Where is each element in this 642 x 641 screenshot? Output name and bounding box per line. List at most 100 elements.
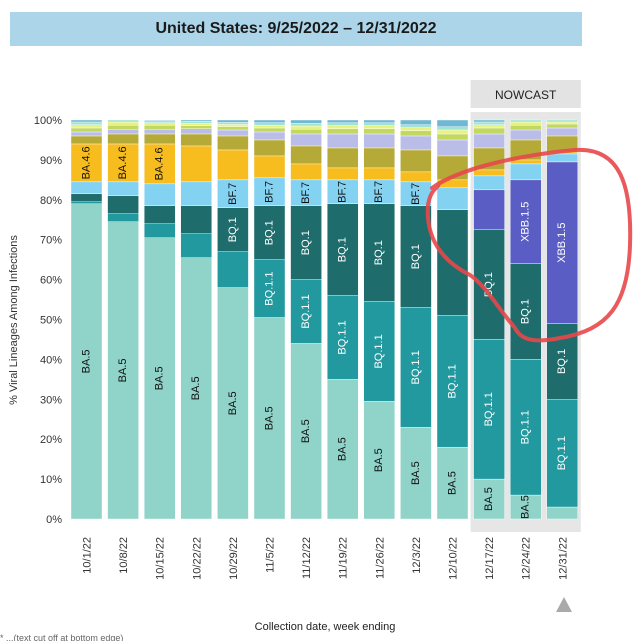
bar-segment (327, 147, 359, 169)
bar-segment (107, 143, 139, 183)
bar-labels: BA.5 BA.4.6 BA.5 BA.4.6 BA.5 BA.4.6 BA.5 BA.5 BQ… (80, 146, 568, 519)
bar-label: BA.5 (227, 391, 239, 415)
bar-label: BA.5 (154, 366, 166, 390)
x-tick-label: 11/12/22 (301, 537, 313, 579)
bar-label: BA.5 (446, 471, 458, 495)
bar-segment (327, 203, 359, 296)
bar-segment (510, 119, 542, 123)
bar-segment (180, 233, 213, 258)
x-tick-label: 10/22/22 (191, 537, 203, 580)
bar-segment (473, 127, 505, 135)
bar-segment (180, 257, 213, 520)
bar-label: BF.7 (263, 181, 275, 203)
bar-label: BQ.1 (337, 237, 349, 262)
bar-segment (436, 446, 469, 520)
bar-segment (143, 237, 176, 520)
bar-segment (363, 133, 395, 149)
annotations: NOWCAST (425, 88, 633, 612)
x-tick-label: 12/3/22 (411, 537, 423, 574)
bar-label: BF.7 (300, 182, 312, 204)
bar-label: BQ.1.1 (483, 392, 495, 426)
bar-segment (327, 295, 359, 380)
bar-segment (107, 121, 139, 126)
x-tick-label: 12/17/22 (484, 537, 496, 580)
bar-segment (290, 125, 322, 130)
y-tick-label: 90% (40, 155, 62, 167)
bar-segment (253, 205, 286, 260)
chart-title: United States: 9/25/2022 – 12/31/2022 (155, 20, 437, 37)
bar-segment (290, 133, 322, 147)
bar-segment (180, 145, 213, 183)
bar-segment (143, 128, 176, 135)
x-tick-label: 11/26/22 (374, 537, 386, 579)
bar-segment (327, 122, 359, 126)
bar-segment (546, 506, 578, 520)
bar-segment (143, 120, 176, 123)
bar-segment (180, 133, 213, 147)
bar-label: BA.5 (520, 495, 532, 519)
bar-segment (400, 135, 432, 151)
x-tick-label: 11/5/22 (265, 537, 277, 573)
bar-segment (546, 161, 578, 324)
bar-segment (107, 133, 139, 145)
bar-segment (546, 127, 578, 137)
bar-label: BA.5 (300, 419, 312, 443)
bar-segment (290, 163, 322, 181)
bar-label: BF.7 (410, 183, 422, 205)
bar-label: BQ.1 (410, 244, 422, 269)
bar-segment (290, 145, 322, 165)
bar-segment (143, 183, 176, 206)
bar-segment (363, 401, 395, 520)
bar-segment (400, 427, 432, 520)
bar-label: BA.5 (117, 358, 129, 382)
bar-segment (436, 139, 469, 157)
bar-segment (70, 181, 103, 195)
bar-label: BA.5 (190, 376, 202, 400)
x-tick-label: 10/8/22 (118, 537, 130, 574)
bar-label: BQ.1 (520, 299, 532, 324)
bar-segment (327, 119, 359, 123)
bars (70, 119, 578, 520)
bar-label: BQ.1 (263, 220, 275, 245)
bar-segment (327, 125, 359, 129)
bar-segment (363, 128, 395, 135)
bar-segment (327, 379, 359, 520)
bar-label: XBB.1.5 (556, 223, 568, 263)
bar-segment (473, 124, 505, 129)
x-tick-label: 10/1/22 (82, 537, 94, 574)
bar-segment (70, 143, 103, 183)
bar-segment (253, 127, 286, 133)
chart-title-bar: United States: 9/25/2022 – 12/31/2022 (10, 12, 582, 46)
bar-segment (70, 124, 103, 129)
bar-segment (473, 121, 505, 125)
bar-segment (217, 149, 249, 181)
bar-segment (290, 205, 322, 280)
bar-segment (510, 263, 542, 360)
y-tick-label: 40% (40, 354, 62, 366)
bar-segment (107, 213, 139, 222)
bar-label: BQ.1.1 (520, 410, 532, 444)
bar-segment (290, 122, 322, 127)
bar-segment (70, 203, 103, 520)
bar-segment (400, 171, 432, 183)
x-axis-label: Collection date, week ending (255, 621, 396, 633)
y-tick-label: 0% (46, 514, 62, 526)
bar-label: BQ.1.1 (410, 350, 422, 384)
bar-segment (510, 359, 542, 496)
bar-segment (510, 121, 542, 126)
bar-segment (473, 169, 505, 177)
bar-segment (363, 125, 395, 129)
bar-label: BQ.1.1 (446, 364, 458, 398)
bar-segment (253, 139, 286, 157)
bar-segment (253, 124, 286, 129)
bar-segment (143, 143, 176, 185)
bar-segment (436, 187, 469, 210)
bar-segment (436, 129, 469, 135)
bar-segment (143, 119, 176, 121)
y-tick-label: 50% (40, 315, 62, 327)
bar-segment (180, 128, 213, 135)
bar-segment (180, 125, 213, 129)
bar-segment (546, 153, 578, 163)
bar-segment (217, 207, 249, 252)
bar-segment (143, 205, 176, 224)
